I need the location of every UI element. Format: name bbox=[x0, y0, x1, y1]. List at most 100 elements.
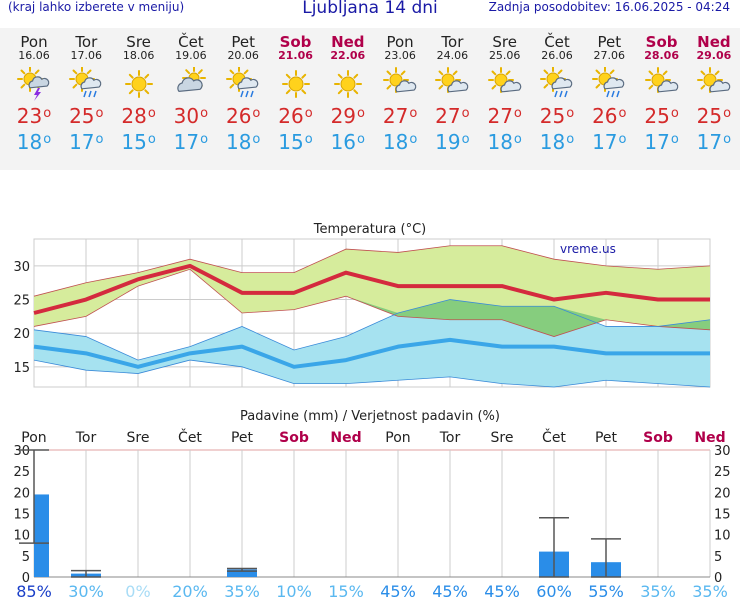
x-tick-label: Sob bbox=[279, 430, 309, 446]
sun-cloud-icon bbox=[435, 67, 469, 93]
probability-label: 35% bbox=[640, 582, 676, 600]
day-name: Pon bbox=[386, 33, 414, 51]
probability-label: 0% bbox=[125, 582, 150, 600]
day-column: Sre 25.06 27o 18o bbox=[479, 28, 531, 153]
x-tick-label: Pon bbox=[385, 430, 410, 446]
min-temperature-line bbox=[33, 337, 710, 369]
x-tick-label: Pet bbox=[231, 430, 254, 446]
x-tick-label: Ned bbox=[330, 430, 361, 446]
max-temperature: 27o bbox=[435, 104, 470, 128]
day-date: 21.06 bbox=[278, 49, 313, 62]
probability-label: 45% bbox=[484, 582, 520, 600]
max-range-high-line bbox=[33, 245, 711, 297]
min-temperature: 18o bbox=[225, 130, 261, 154]
max-temperature: 29o bbox=[330, 104, 365, 128]
day-name: Pet bbox=[597, 33, 622, 51]
day-date: 24.06 bbox=[436, 49, 469, 62]
day-date: 22.06 bbox=[330, 49, 366, 62]
sun-cloud-icon bbox=[696, 67, 731, 93]
precipitation-chart-title: Padavine (mm) / Verjetnost padavin (%) bbox=[240, 409, 500, 424]
day-column: Sob 28.06 25o 17o bbox=[636, 28, 688, 153]
day-date: 17.06 bbox=[70, 49, 103, 62]
probability-label: 10% bbox=[276, 582, 312, 600]
sun-rain-icon bbox=[592, 67, 625, 98]
max-temperature: 25o bbox=[539, 104, 575, 128]
min-range-low-line bbox=[33, 359, 711, 388]
page-title: Ljubljana 14 dni bbox=[302, 0, 438, 18]
y-tick-label-right: 0 bbox=[714, 571, 722, 586]
location-hint: (kraj lahko izberete v meniju) bbox=[8, 0, 185, 14]
x-tick-label: Čet bbox=[542, 428, 566, 446]
day-name: Ned bbox=[331, 33, 365, 51]
y-tick-label-right: 20 bbox=[714, 486, 731, 501]
watermark: vreme.us bbox=[560, 242, 616, 256]
day-date: 20.06 bbox=[227, 49, 259, 62]
x-tick-label: Čet bbox=[178, 428, 202, 446]
y-tick-label-left: 30 bbox=[13, 444, 30, 459]
min-temperature: 17o bbox=[644, 130, 679, 154]
daily-forecast-strip: Pon 16.06 23o 18o Tor 17.06 25o 17o Sre 18.06 28o 1… bbox=[0, 28, 740, 170]
min-range-high-line bbox=[33, 299, 711, 361]
probability-label: 30% bbox=[68, 582, 104, 600]
day-name: Čet bbox=[544, 33, 570, 51]
day-name: Sre bbox=[492, 33, 517, 51]
max-temperature: 25o bbox=[644, 104, 679, 128]
day-date: 25.06 bbox=[488, 49, 521, 62]
day-date: 18.06 bbox=[122, 49, 155, 62]
day-column: Sob 21.06 26o 15o bbox=[270, 28, 322, 153]
probability-label: 20% bbox=[172, 582, 208, 600]
day-column: Ned 29.06 25o 17o bbox=[688, 28, 740, 153]
sun-icon bbox=[281, 70, 310, 98]
day-date: 26.06 bbox=[541, 49, 573, 62]
day-name: Sob bbox=[279, 33, 312, 51]
y-tick-label: 20 bbox=[13, 327, 30, 342]
max-temperature: 26o bbox=[278, 104, 313, 128]
y-tick-label-right: 5 bbox=[714, 550, 722, 565]
probability-label: 35% bbox=[224, 582, 260, 600]
y-tick-label: 15 bbox=[13, 361, 30, 376]
precipitation-chart: Padavine (mm) / Verjetnost padavin (%) Po… bbox=[13, 409, 731, 600]
y-tick-label-left: 15 bbox=[13, 508, 30, 523]
y-tick-label-left: 0 bbox=[22, 571, 30, 586]
day-name: Ned bbox=[697, 33, 731, 51]
day-column: Čet 19.06 30o 17o bbox=[165, 28, 217, 153]
max-range-low-line bbox=[33, 268, 711, 337]
probability-label: 45% bbox=[380, 582, 416, 600]
max-temperature: 27o bbox=[487, 104, 522, 128]
probability-label: 45% bbox=[432, 582, 468, 600]
y-tick-label-left: 10 bbox=[13, 529, 30, 544]
y-tick-label: 30 bbox=[13, 260, 30, 275]
sun-rain-icon bbox=[226, 67, 259, 98]
x-tick-label: Ned bbox=[694, 430, 725, 446]
day-column: Pet 20.06 26o 18o bbox=[217, 28, 269, 153]
min-temperature: 17o bbox=[592, 130, 627, 154]
max-temperature: 30o bbox=[173, 104, 209, 128]
sun-rain-icon bbox=[540, 67, 573, 98]
probability-label: 55% bbox=[588, 582, 624, 600]
sun-icon bbox=[124, 70, 153, 98]
day-name: Tor bbox=[441, 33, 464, 51]
day-name: Sob bbox=[645, 33, 678, 51]
temperature-chart-title: Temperatura (°C) bbox=[313, 222, 426, 237]
precipitation-bar bbox=[34, 494, 49, 577]
last-update: Zadnja posodobitev: 16.06.2025 - 04:24 bbox=[488, 0, 730, 14]
min-temperature: 18o bbox=[539, 130, 575, 154]
thunderstorm-icon bbox=[17, 67, 50, 101]
day-name: Čet bbox=[178, 33, 204, 51]
y-tick-label-left: 20 bbox=[13, 486, 30, 501]
y-tick-label-left: 5 bbox=[22, 550, 30, 565]
day-name: Sre bbox=[126, 33, 151, 51]
day-column: Pet 27.06 26o 17o bbox=[583, 28, 635, 153]
probability-label: 60% bbox=[536, 582, 572, 600]
temperature-chart: Temperatura (°C) 15 20 25 30 vreme.us bbox=[13, 222, 711, 388]
sun-icon bbox=[333, 70, 362, 98]
x-tick-label: Sre bbox=[491, 430, 514, 446]
max-temperature: 25o bbox=[696, 104, 732, 128]
min-temperature: 17o bbox=[173, 130, 209, 154]
min-temperature: 17o bbox=[696, 130, 732, 154]
max-temperature-line bbox=[33, 263, 710, 315]
day-date: 23.06 bbox=[384, 49, 416, 62]
max-temperature: 26o bbox=[592, 104, 627, 128]
x-tick-label: Tor bbox=[439, 430, 461, 446]
y-tick-label-right: 30 bbox=[714, 444, 731, 459]
